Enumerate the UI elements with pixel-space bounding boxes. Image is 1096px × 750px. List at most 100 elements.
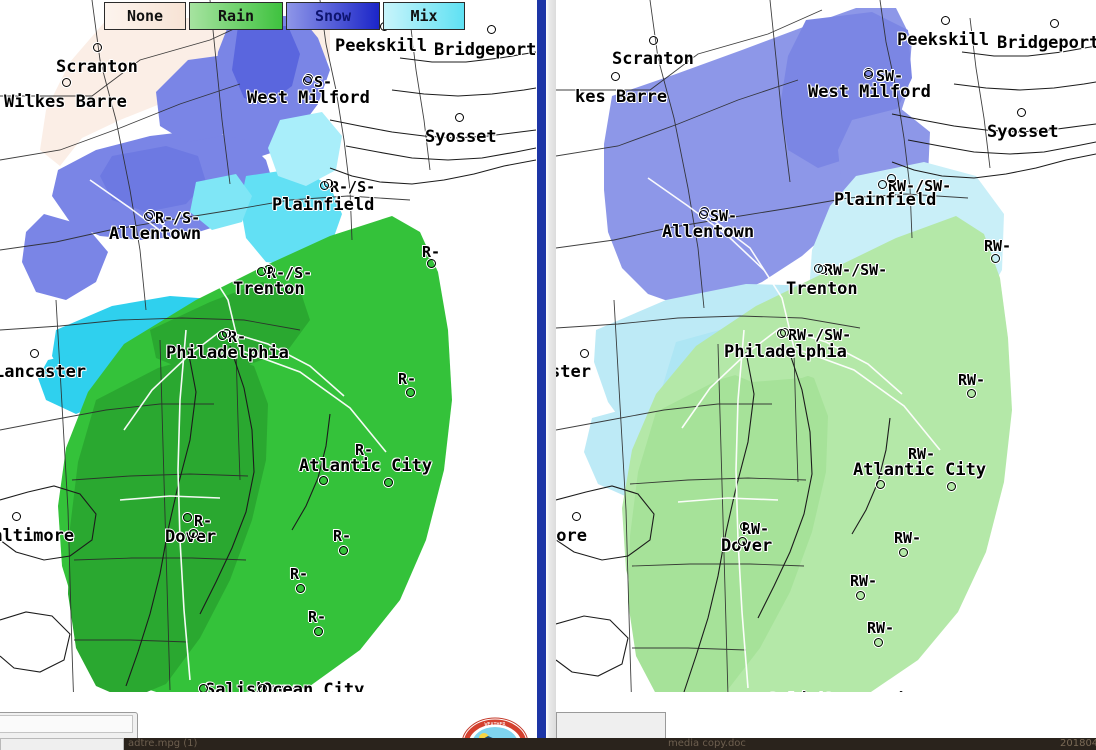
city-label: Atlantic City <box>853 460 987 480</box>
station-marker-dot <box>899 548 908 557</box>
city-label: Bridgeport <box>434 40 536 60</box>
city-marker-dot <box>887 174 896 183</box>
weather-code-label: RW- <box>867 619 895 637</box>
weather-code-label: RW-/SW- <box>788 326 852 344</box>
weather-code-label: S- <box>314 73 333 91</box>
station-marker-dot <box>257 267 266 276</box>
taskbar-item-2[interactable]: media copy.doc <box>668 738 746 749</box>
station-marker-dot <box>738 537 747 546</box>
station-marker-dot <box>878 180 887 189</box>
city-marker-dot <box>572 512 581 521</box>
map-canvas-right <box>556 0 1096 750</box>
weather-code-label: R-/S- <box>267 264 313 282</box>
city-label: Scranton <box>56 57 138 77</box>
city-marker-dot <box>1017 108 1026 117</box>
taskbar-start-area[interactable] <box>0 738 124 750</box>
station-marker-dot <box>947 482 956 491</box>
city-label: Lancaster <box>0 362 87 382</box>
city-label: West Milford <box>247 88 370 108</box>
map-viewport-right[interactable] <box>556 0 1096 750</box>
station-marker-dot <box>314 627 323 636</box>
legend-left: None Rain Snow Mix <box>104 2 468 30</box>
station-marker-dot <box>991 254 1000 263</box>
taskbar[interactable]: adtre.mpg (1) media copy.doc 20180409 <box>0 738 1096 750</box>
city-marker-dot <box>183 513 192 522</box>
taskbar-item-3[interactable]: 20180409 <box>1060 738 1096 749</box>
weather-code-label: SW- <box>710 207 738 225</box>
station-marker-dot <box>874 638 883 647</box>
station-marker-dot <box>339 546 348 555</box>
weather-code-label: R- <box>398 370 417 388</box>
city-marker-dot <box>611 72 620 81</box>
station-marker-dot <box>967 389 976 398</box>
city-label: Bridgeport <box>997 33 1096 53</box>
city-label: Peekskill <box>897 30 990 50</box>
weather-code-label: RW-/SW- <box>888 177 952 195</box>
weather-code-label: R- <box>228 328 247 346</box>
station-marker-dot <box>384 478 393 487</box>
city-label: Baltimore <box>0 526 75 546</box>
city-marker-dot <box>649 36 658 45</box>
background-dialog-fragment-left[interactable] <box>0 712 138 742</box>
city-marker-dot <box>455 113 464 122</box>
city-label: ster <box>556 362 591 382</box>
weather-code-label: RW-/SW- <box>824 261 888 279</box>
city-label: Philadelphia <box>724 342 847 362</box>
taskbar-item-1[interactable]: adtre.mpg (1) <box>128 738 198 749</box>
station-marker-dot <box>303 76 312 85</box>
city-label: kes Barre <box>575 87 668 107</box>
city-marker-dot <box>93 43 102 52</box>
map-canvas-left <box>0 0 536 750</box>
city-label: Scranton <box>612 49 694 69</box>
station-marker-dot <box>777 329 786 338</box>
weather-code-label: RW- <box>850 572 878 590</box>
weather-code-label: RW- <box>894 529 922 547</box>
station-marker-dot <box>144 212 153 221</box>
station-marker-dot <box>814 264 823 273</box>
city-marker-dot <box>580 349 589 358</box>
weather-code-label: SW- <box>876 67 904 85</box>
city-label: more <box>556 526 587 546</box>
city-label: Syosset <box>987 122 1059 142</box>
station-marker-dot <box>427 259 436 268</box>
station-marker-dot <box>296 584 305 593</box>
dialog-text-field[interactable] <box>0 715 133 733</box>
weather-code-label: R- <box>422 243 441 261</box>
station-marker-dot <box>856 591 865 600</box>
legend-swatch-none[interactable]: None <box>104 2 186 30</box>
city-marker-dot <box>12 512 21 521</box>
legend-swatch-snow[interactable]: Snow <box>286 2 380 30</box>
map-viewport-left[interactable] <box>0 0 536 750</box>
city-label: Dover <box>721 536 773 556</box>
city-marker-dot <box>319 476 328 485</box>
window-edge-shadow <box>546 0 556 750</box>
weather-code-label: R-/S- <box>155 209 201 227</box>
weather-code-label: RW- <box>958 371 986 389</box>
city-label: Allentown <box>662 222 755 242</box>
weather-code-label: R- <box>194 512 213 530</box>
station-marker-dot <box>189 529 198 538</box>
weather-code-label: R- <box>355 441 374 459</box>
weather-code-label: RW- <box>984 237 1012 255</box>
station-marker-dot <box>218 331 227 340</box>
weather-code-label: R-/S- <box>330 178 376 196</box>
city-label: Peekskill <box>335 36 428 56</box>
weather-code-label: RW- <box>908 445 936 463</box>
station-marker-dot <box>864 70 873 79</box>
legend-swatch-rain[interactable]: Rain <box>189 2 283 30</box>
city-marker-dot <box>876 480 885 489</box>
weather-code-label: R- <box>290 565 309 583</box>
city-marker-dot <box>487 25 496 34</box>
city-label: West Milford <box>808 82 931 102</box>
city-marker-dot <box>30 349 39 358</box>
city-label: Atlantic City <box>299 456 433 476</box>
city-label: Plainfield <box>272 195 375 215</box>
city-label: Wilkes Barre <box>4 92 127 112</box>
city-marker-dot <box>1050 19 1059 28</box>
legend-swatch-mix[interactable]: Mix <box>383 2 465 30</box>
station-marker-dot <box>320 181 329 190</box>
city-label: Trenton <box>786 279 858 299</box>
weather-map-panel-left: None Rain Snow Mix Scranton Wilkes Barre P… <box>0 0 536 750</box>
